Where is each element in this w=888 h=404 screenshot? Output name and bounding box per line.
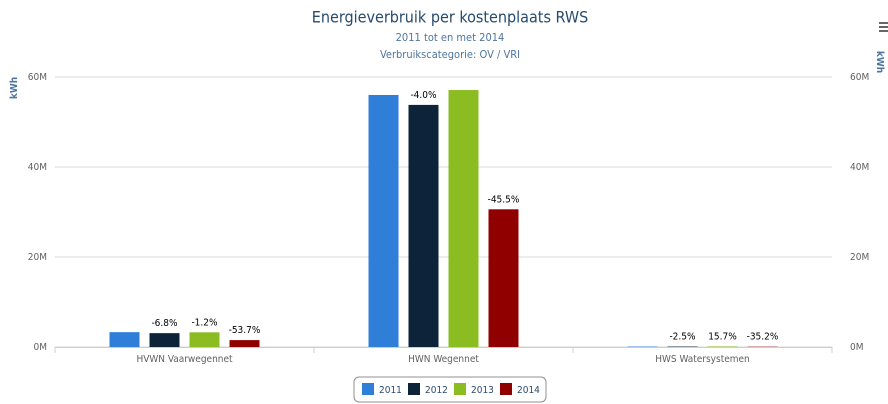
legend-swatch	[408, 383, 420, 395]
y-axis-title: kWh	[9, 77, 20, 99]
bar	[189, 332, 220, 347]
bar	[408, 104, 439, 348]
legend-label: 2013	[471, 385, 494, 396]
menu-button[interactable]	[879, 22, 888, 32]
bar	[149, 333, 180, 347]
y2-tick-label: 60M	[850, 72, 869, 83]
y2-tick-label: 0M	[850, 342, 864, 353]
y-tick-label: 20M	[28, 252, 47, 263]
chart-title: Energieverbruik per kostenplaats RWS	[312, 8, 588, 27]
legend-label: 2011	[379, 385, 402, 396]
legend-label: 2014	[517, 385, 540, 396]
y-tick-label: 60M	[28, 72, 47, 83]
bar	[488, 209, 519, 347]
legend-label: 2012	[425, 385, 448, 396]
data-label: -2.5%	[669, 332, 696, 343]
bar	[109, 332, 140, 347]
data-label: 15.7%	[708, 331, 737, 342]
legend-swatch	[500, 383, 512, 395]
chart-subtitle: 2011 tot en met 2014	[396, 31, 505, 44]
legend-swatch	[362, 383, 374, 395]
bar	[368, 95, 399, 347]
y2-tick-label: 40M	[850, 162, 869, 173]
data-label: -6.8%	[151, 318, 178, 329]
data-label: -35.2%	[747, 332, 779, 343]
data-label: -45.5%	[488, 194, 520, 205]
y-tick-label: 40M	[28, 162, 47, 173]
x-tick-label: HWN Wegennet	[408, 354, 479, 365]
chart-subtitle: Verbruikscategorie: OV / VRI	[380, 48, 520, 61]
data-label: -1.2%	[191, 317, 218, 328]
legend-swatch	[454, 383, 466, 395]
x-tick-label: HVWN Vaarwegennet	[136, 354, 233, 365]
y-tick-label: 0M	[34, 342, 48, 353]
y2-tick-label: 20M	[850, 252, 869, 263]
data-label: -4.0%	[410, 90, 437, 101]
bar	[707, 346, 738, 347]
legend-box	[353, 376, 547, 403]
x-tick-label: HWS Watersystemen	[655, 354, 750, 365]
bar	[448, 90, 479, 348]
bar	[229, 340, 260, 347]
y2-axis-title: kWh	[874, 51, 885, 73]
data-label: -53.7%	[229, 325, 261, 336]
